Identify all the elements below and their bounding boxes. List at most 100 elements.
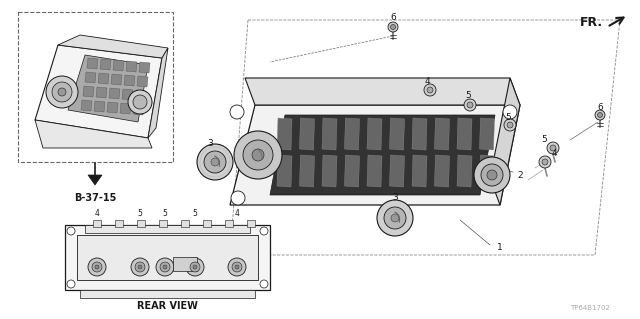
Circle shape — [231, 191, 245, 205]
Circle shape — [390, 25, 396, 29]
Circle shape — [260, 227, 268, 235]
Polygon shape — [111, 74, 122, 85]
Polygon shape — [344, 155, 360, 187]
Text: 5: 5 — [193, 209, 197, 218]
Polygon shape — [96, 87, 107, 98]
Circle shape — [190, 262, 200, 272]
Polygon shape — [83, 86, 94, 97]
Bar — [65, 225, 270, 290]
Text: 4: 4 — [95, 209, 99, 218]
Text: 5: 5 — [505, 113, 511, 122]
Polygon shape — [344, 118, 360, 150]
Bar — [93, 220, 101, 227]
Circle shape — [424, 84, 436, 96]
Polygon shape — [390, 118, 404, 150]
Polygon shape — [120, 103, 131, 114]
Circle shape — [232, 262, 242, 272]
Circle shape — [128, 90, 152, 114]
Circle shape — [67, 280, 75, 288]
Circle shape — [235, 265, 239, 269]
Text: 3: 3 — [207, 138, 213, 147]
Circle shape — [487, 170, 497, 180]
Circle shape — [133, 95, 147, 109]
Text: 4: 4 — [551, 150, 557, 159]
Bar — [225, 220, 233, 227]
Bar — [203, 220, 211, 227]
Polygon shape — [81, 100, 92, 111]
Polygon shape — [58, 35, 168, 58]
Text: 5: 5 — [138, 209, 143, 218]
Polygon shape — [412, 155, 427, 187]
Bar — [18, 12, 173, 162]
Circle shape — [388, 22, 398, 32]
Circle shape — [46, 76, 78, 108]
Text: 3: 3 — [392, 194, 398, 203]
Polygon shape — [139, 62, 150, 73]
Circle shape — [95, 265, 99, 269]
Text: 2: 2 — [517, 170, 523, 180]
Text: FR.: FR. — [580, 16, 603, 28]
Bar — [159, 220, 167, 227]
Polygon shape — [479, 118, 495, 150]
Circle shape — [384, 207, 406, 229]
Bar — [85, 225, 250, 233]
Circle shape — [135, 262, 145, 272]
Circle shape — [88, 258, 106, 276]
Polygon shape — [133, 104, 144, 115]
Circle shape — [595, 110, 605, 120]
Polygon shape — [137, 76, 148, 87]
Circle shape — [598, 113, 602, 117]
Polygon shape — [412, 118, 427, 150]
Polygon shape — [35, 45, 162, 138]
Circle shape — [67, 227, 75, 235]
Polygon shape — [277, 155, 292, 187]
Polygon shape — [322, 155, 337, 187]
Text: 5: 5 — [163, 209, 168, 218]
Polygon shape — [300, 118, 314, 150]
Polygon shape — [94, 101, 105, 112]
Polygon shape — [435, 155, 449, 187]
Polygon shape — [107, 102, 118, 113]
Circle shape — [503, 105, 517, 119]
Bar — [115, 220, 123, 227]
Circle shape — [481, 164, 503, 186]
Polygon shape — [126, 61, 137, 72]
Circle shape — [52, 82, 72, 102]
Circle shape — [234, 131, 282, 179]
Circle shape — [131, 258, 149, 276]
Circle shape — [160, 262, 170, 272]
Polygon shape — [109, 88, 120, 99]
Polygon shape — [35, 120, 152, 148]
Circle shape — [204, 151, 226, 173]
Circle shape — [260, 280, 268, 288]
Bar — [181, 220, 189, 227]
Circle shape — [197, 144, 233, 180]
Text: 4: 4 — [424, 78, 430, 86]
Polygon shape — [270, 115, 495, 195]
Polygon shape — [88, 175, 102, 185]
Text: 1: 1 — [497, 243, 503, 253]
Text: REAR VIEW: REAR VIEW — [136, 301, 197, 311]
Polygon shape — [135, 90, 146, 101]
Circle shape — [467, 102, 473, 108]
Text: B-37-15: B-37-15 — [74, 193, 116, 203]
Polygon shape — [68, 55, 148, 122]
Polygon shape — [87, 58, 98, 69]
Polygon shape — [367, 155, 382, 187]
Circle shape — [539, 156, 551, 168]
Circle shape — [163, 265, 167, 269]
Polygon shape — [457, 155, 472, 187]
Polygon shape — [85, 72, 96, 83]
Circle shape — [550, 145, 556, 151]
Polygon shape — [100, 59, 111, 70]
Circle shape — [186, 258, 204, 276]
Circle shape — [474, 157, 510, 193]
Polygon shape — [490, 78, 520, 205]
Text: 5: 5 — [465, 92, 471, 100]
Text: 4: 4 — [235, 209, 239, 218]
Circle shape — [193, 265, 197, 269]
Circle shape — [228, 258, 246, 276]
Polygon shape — [98, 73, 109, 84]
Circle shape — [547, 142, 559, 154]
Bar — [80, 290, 255, 298]
